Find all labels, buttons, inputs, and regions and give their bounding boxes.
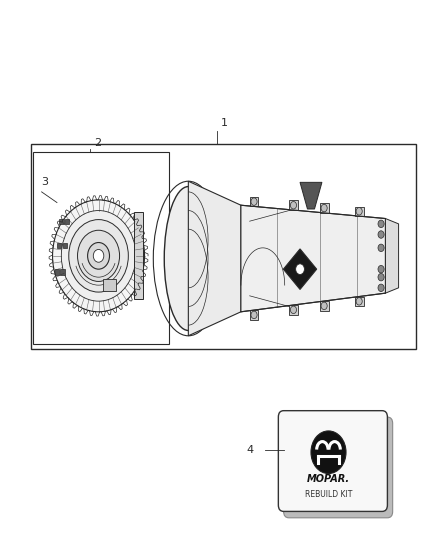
Circle shape — [356, 207, 362, 215]
Circle shape — [290, 306, 297, 313]
Polygon shape — [283, 249, 317, 289]
Bar — [320, 203, 328, 213]
Circle shape — [251, 311, 257, 319]
Bar — [57, 243, 61, 248]
Polygon shape — [103, 279, 116, 291]
Text: MOPAR.: MOPAR. — [307, 474, 350, 483]
Bar — [250, 310, 258, 320]
Text: 4: 4 — [247, 446, 254, 455]
Circle shape — [78, 230, 120, 281]
Text: 2: 2 — [94, 138, 101, 148]
Circle shape — [378, 265, 384, 273]
Circle shape — [69, 220, 128, 292]
Circle shape — [356, 297, 362, 305]
Bar — [33, 152, 169, 344]
Circle shape — [251, 198, 257, 205]
Text: REBUILD KIT: REBUILD KIT — [305, 490, 352, 499]
Bar — [355, 296, 364, 306]
Polygon shape — [188, 181, 241, 336]
Circle shape — [378, 284, 384, 292]
Polygon shape — [385, 219, 399, 293]
Bar — [55, 269, 59, 275]
FancyBboxPatch shape — [279, 410, 387, 512]
Circle shape — [321, 204, 327, 212]
Bar — [320, 301, 328, 311]
Circle shape — [378, 273, 384, 281]
Circle shape — [93, 249, 104, 262]
Text: 3: 3 — [42, 176, 49, 187]
Circle shape — [378, 231, 384, 238]
Polygon shape — [241, 205, 385, 312]
Circle shape — [321, 302, 327, 310]
Bar — [250, 197, 258, 206]
Bar — [65, 219, 69, 224]
Bar — [63, 243, 67, 248]
Ellipse shape — [164, 187, 212, 330]
Circle shape — [378, 220, 384, 228]
Circle shape — [378, 244, 384, 252]
Circle shape — [311, 431, 346, 473]
Polygon shape — [300, 182, 322, 209]
Bar — [31, 144, 416, 349]
Text: 1: 1 — [221, 118, 228, 128]
Bar — [289, 200, 298, 210]
Bar — [355, 206, 364, 216]
Circle shape — [53, 200, 145, 312]
Bar — [134, 213, 143, 299]
Circle shape — [61, 211, 136, 301]
FancyBboxPatch shape — [283, 417, 392, 518]
Circle shape — [88, 243, 110, 269]
Bar — [60, 269, 65, 275]
Circle shape — [290, 201, 297, 209]
Bar — [289, 305, 298, 314]
Bar — [59, 219, 64, 224]
Circle shape — [296, 264, 304, 274]
